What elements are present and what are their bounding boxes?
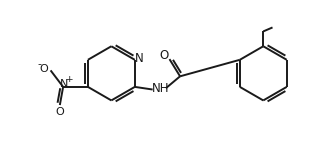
Text: -: - [38, 59, 41, 69]
Text: N: N [60, 79, 68, 89]
Text: +: + [65, 75, 72, 84]
Text: O: O [55, 107, 64, 117]
Text: NH: NH [152, 82, 169, 95]
Text: O: O [40, 64, 48, 74]
Text: N: N [135, 52, 144, 65]
Text: O: O [159, 49, 169, 62]
